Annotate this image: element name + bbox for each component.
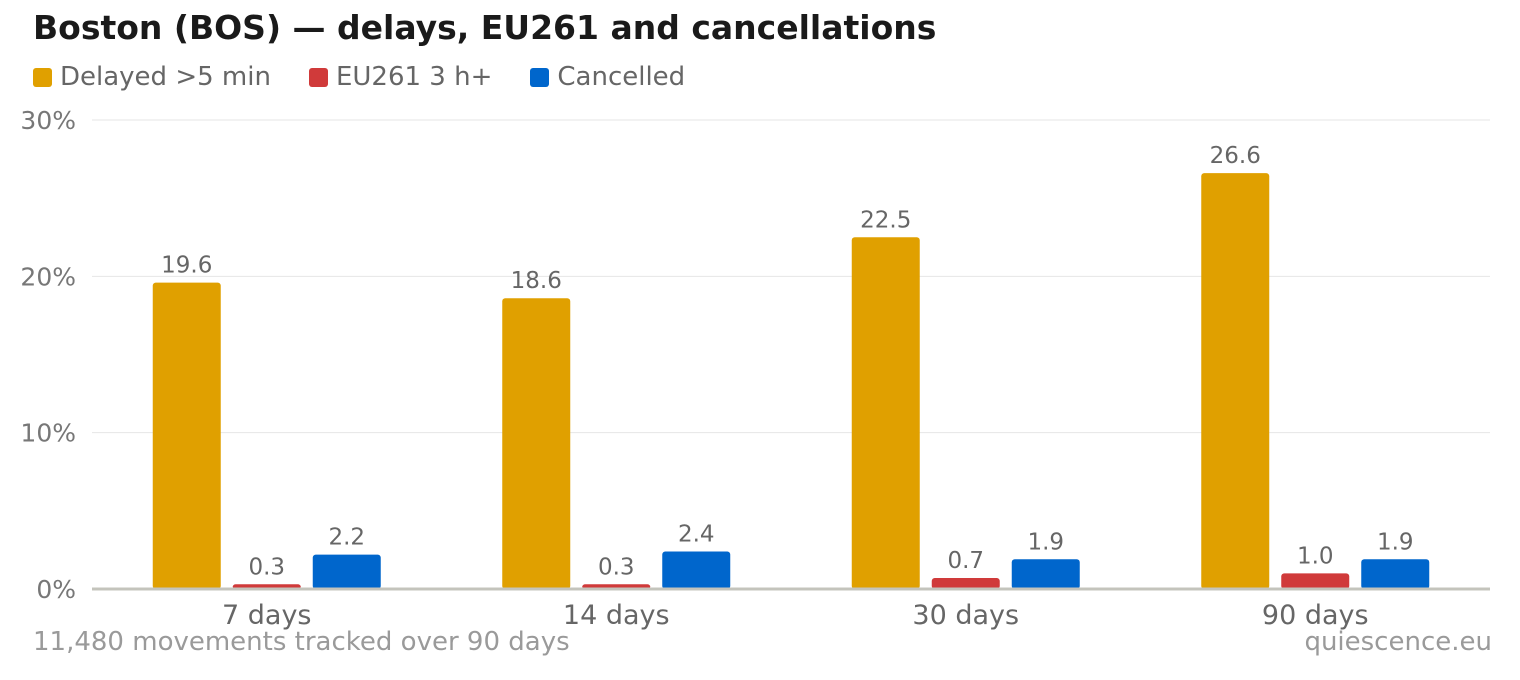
legend-label-eu261: EU261 3 h+: [335, 62, 493, 92]
y-tick-label: 30%: [20, 106, 76, 135]
bar-cancelled: [312, 554, 381, 589]
y-tick-label: 0%: [36, 575, 76, 604]
footer-brand: quiescence.eu: [1304, 627, 1492, 657]
bar-value-label: 18.6: [511, 268, 562, 294]
bar-value-label: 19.6: [161, 253, 212, 279]
bars: 19.6 0.3 2.2 18.6 0.3 2.4 22.5 0.7 1.9 26.6 1.0 1.9: [152, 143, 1430, 590]
footer-note: 11,480 movements tracked over 90 days: [33, 627, 570, 657]
bar-value-label: 26.6: [1210, 143, 1261, 169]
bar-value-label: 0.7: [947, 548, 984, 574]
bar-eu261: [931, 578, 1000, 589]
legend-swatch-eu261: [308, 67, 328, 87]
bar-value-label: 2.4: [678, 521, 715, 547]
bar-delayed: [502, 298, 571, 589]
bar-value-label: 1.9: [1027, 529, 1064, 555]
x-tick-label: 7 days: [222, 600, 312, 631]
legend-swatch-cancelled: [530, 67, 550, 87]
legend-item-eu261: EU261 3 h+: [308, 62, 493, 92]
bar-delayed: [851, 237, 920, 589]
legend-swatch-delayed: [33, 67, 52, 87]
bar-cancelled: [662, 551, 731, 589]
bar-delayed: [152, 282, 221, 589]
axes: 0% 10% 20% 30% 7 days 14 days 30 days 90 days: [20, 106, 1490, 631]
gridlines: [92, 119, 1490, 434]
bar-value-label: 0.3: [598, 554, 635, 580]
legend-item-cancelled: Cancelled: [530, 62, 685, 92]
bar-cancelled: [1361, 559, 1430, 589]
x-tick-label: 14 days: [563, 600, 670, 631]
bar-value-label: 2.2: [328, 525, 365, 551]
bar-value-label: 22.5: [860, 207, 911, 233]
bar-value-label: 1.9: [1377, 529, 1414, 555]
bar-eu261: [1281, 573, 1350, 589]
bar-cancelled: [1011, 559, 1080, 589]
legend-label-delayed: Delayed >5 min: [60, 62, 271, 92]
y-tick-label: 10%: [20, 419, 76, 448]
bar-delayed: [1201, 173, 1270, 590]
bar-value-label: 1.0: [1297, 543, 1334, 569]
bar-value-label: 0.3: [248, 554, 285, 580]
x-tick-label: 90 days: [1262, 600, 1369, 631]
legend-item-delayed: Delayed >5 min: [33, 62, 271, 92]
chart-title: Boston (BOS) — delays, EU261 and cancell…: [33, 8, 937, 47]
legend-label-cancelled: Cancelled: [557, 62, 686, 92]
y-tick-label: 20%: [20, 262, 76, 291]
legend: Delayed >5 min EU261 3 h+ Cancelled: [33, 60, 723, 94]
x-tick-label: 30 days: [912, 600, 1019, 631]
